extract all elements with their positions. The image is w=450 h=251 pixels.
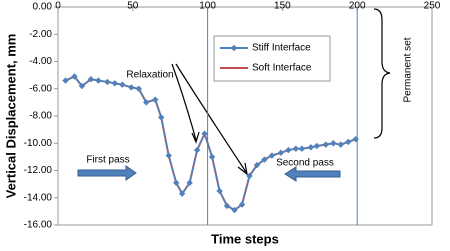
point [186, 179, 193, 186]
point [337, 141, 344, 148]
point [253, 161, 261, 169]
point [268, 152, 276, 159]
point [143, 99, 150, 106]
y-tick-label: -2.00 [29, 29, 52, 40]
point [201, 130, 208, 137]
legend-marker [230, 44, 238, 52]
legend-label: Soft Interface [252, 63, 312, 74]
point [119, 81, 126, 88]
annotation: Permanent set [403, 37, 414, 102]
point [111, 80, 119, 87]
y-tick-label: -12.00 [24, 165, 53, 176]
x-tick-label: 200 [349, 1, 366, 12]
point [352, 135, 359, 143]
point [231, 206, 238, 214]
x-tick-label: 0 [55, 1, 61, 12]
brace [373, 8, 391, 139]
point [307, 144, 315, 151]
y-tick-label: -4.00 [29, 56, 52, 67]
point [223, 202, 231, 210]
point [104, 78, 111, 86]
point [172, 179, 180, 186]
point [62, 77, 69, 84]
x-axis-title: Time steps [211, 231, 279, 246]
y-tick-label: -14.00 [24, 192, 53, 203]
point [298, 145, 306, 152]
y-tick-label: 0.00 [33, 2, 53, 13]
direction-arrow [77, 165, 137, 181]
annotation: Relaxation [126, 70, 173, 81]
point [158, 114, 165, 121]
point [135, 85, 142, 92]
legend-box [213, 35, 331, 82]
point [152, 96, 159, 103]
point [261, 156, 268, 163]
point [216, 187, 223, 195]
y-tick-label: -16.00 [24, 220, 53, 231]
series-line [65, 75, 357, 212]
arrow [171, 63, 197, 141]
point [246, 172, 253, 180]
y-axis-title: Vertical Displacement, mm [3, 34, 18, 199]
y-tick-label: -8.00 [29, 111, 52, 122]
x-tick-label: 250 [424, 1, 441, 12]
point [330, 140, 337, 147]
point [292, 145, 300, 152]
point [71, 73, 78, 80]
point [193, 146, 201, 154]
annotation: Second pass [276, 158, 334, 169]
point [345, 138, 352, 146]
point [95, 77, 102, 84]
point [238, 201, 246, 208]
point [285, 146, 292, 154]
point [208, 153, 216, 161]
point [178, 190, 186, 197]
x-tick-label: 150 [274, 1, 291, 12]
point [313, 142, 321, 150]
direction-arrow [284, 166, 341, 182]
arrow-head [237, 162, 248, 176]
y-tick-label: -6.00 [29, 83, 52, 94]
arrow-head [191, 131, 200, 144]
series-line [65, 75, 356, 211]
point [322, 141, 329, 148]
point [165, 152, 172, 159]
legend-label: Stiff Interface [252, 43, 311, 54]
point [128, 84, 135, 91]
point [78, 82, 86, 90]
point [87, 76, 95, 83]
point [277, 149, 285, 156]
x-tick-label: 100 [199, 1, 216, 12]
x-tick-label: 50 [127, 1, 139, 12]
annotation: First pass [86, 155, 129, 166]
y-tick-label: -10.00 [24, 138, 53, 149]
